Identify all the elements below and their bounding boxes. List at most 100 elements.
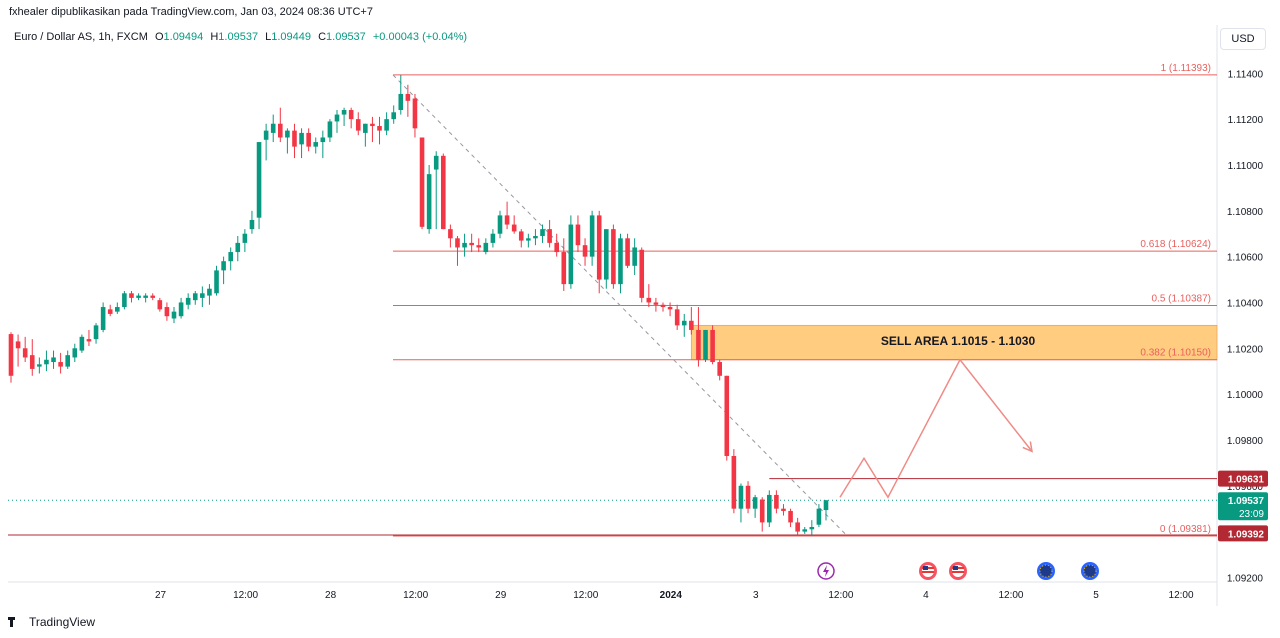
candle-body xyxy=(632,247,637,266)
candle-body xyxy=(660,304,666,308)
low-label: L xyxy=(265,31,272,43)
candle-body xyxy=(816,508,822,525)
candle-body xyxy=(823,500,829,511)
candle-body xyxy=(724,375,730,456)
y-tick-label: 1.11000 xyxy=(1228,161,1264,172)
us-flag-canton xyxy=(953,566,958,570)
candle-body xyxy=(278,123,283,138)
candle-body xyxy=(518,231,524,241)
candle-body xyxy=(370,123,375,127)
candle-body xyxy=(150,295,156,298)
candle-body xyxy=(122,293,127,308)
brand-name: TradingView xyxy=(29,615,96,629)
candle-body xyxy=(115,307,120,312)
candle-body xyxy=(767,494,772,523)
candle-body xyxy=(8,334,14,376)
tradingview-mark-icon xyxy=(8,617,24,627)
candle-body xyxy=(355,119,361,131)
candle-body xyxy=(157,300,163,310)
x-tick-label: 28 xyxy=(325,590,337,601)
candle-body xyxy=(327,121,333,138)
candle-body xyxy=(58,362,63,367)
support-price-tag-text: 1.09631 xyxy=(1228,475,1265,486)
candle-body xyxy=(306,132,311,147)
candle-body xyxy=(497,215,503,234)
candle-body xyxy=(689,320,694,330)
candle-body xyxy=(313,142,319,147)
candle-body xyxy=(710,329,715,363)
candle-body xyxy=(455,238,460,248)
currency-button[interactable]: USD xyxy=(1220,28,1266,50)
flash-bolt xyxy=(823,565,829,577)
candle-body xyxy=(745,485,751,509)
candle-body xyxy=(129,293,134,298)
candle-body xyxy=(285,130,290,138)
us-flag-event-icon[interactable] xyxy=(949,562,967,580)
candle-body xyxy=(263,130,269,140)
x-tick-label: 12:00 xyxy=(828,590,853,601)
candle-body xyxy=(774,494,779,509)
fib-level-label: 0 (1.09381) xyxy=(1160,524,1211,535)
candle-body xyxy=(504,215,510,225)
candle-body xyxy=(93,325,99,340)
eu-flag-event-icon[interactable] xyxy=(1037,562,1055,580)
symbol-name[interactable]: Euro / Dollar AS, 1h, FXCM xyxy=(14,31,148,43)
candle-body xyxy=(348,109,354,120)
candle-body xyxy=(554,242,559,253)
candle-body xyxy=(596,215,602,280)
candle-body xyxy=(681,320,687,326)
last-price-tag: 1.09537 23:09 xyxy=(1218,492,1268,521)
candle-body xyxy=(29,355,35,369)
candle-body xyxy=(200,293,205,298)
fib-level-label: 0.382 (1.10150) xyxy=(1140,348,1211,359)
x-tick-label: 12:00 xyxy=(998,590,1023,601)
fib-level-label: 0.5 (1.10387) xyxy=(1152,293,1212,304)
y-tick-label: 1.09800 xyxy=(1227,436,1264,447)
candle-body xyxy=(107,309,113,314)
candle-body xyxy=(185,297,191,305)
candle-body xyxy=(653,302,659,305)
candle-body xyxy=(256,142,262,218)
candle-body xyxy=(604,229,609,280)
candle-body xyxy=(86,339,92,342)
us-flag-event-icon[interactable] xyxy=(919,562,937,580)
candle-body xyxy=(433,155,439,170)
tradingview-logo[interactable]: TradingView xyxy=(8,615,95,629)
candle-body xyxy=(214,270,219,294)
x-tick-label: 2024 xyxy=(660,590,683,601)
x-tick-label: 29 xyxy=(495,590,507,601)
x-tick-label: 5 xyxy=(1093,590,1099,601)
eu-flag-inner xyxy=(1039,564,1053,578)
candle-body xyxy=(207,288,212,296)
candle-body xyxy=(639,249,645,298)
last-price-tag-text: 1.09537 xyxy=(1228,496,1265,507)
eu-flag-event-icon[interactable] xyxy=(1081,562,1099,580)
candle-body xyxy=(717,362,722,376)
candle-body xyxy=(589,215,595,257)
open-label: O xyxy=(154,31,164,43)
candle-body xyxy=(759,499,765,523)
low-value: 1.09449 xyxy=(271,31,312,43)
symbol-ohlc-bar: Euro / Dollar AS, 1h, FXCM O1.09494 H1.0… xyxy=(14,31,467,43)
candle-body xyxy=(483,242,489,253)
candle-body xyxy=(611,229,616,285)
candle-body xyxy=(696,329,701,360)
candle-body xyxy=(242,233,248,243)
candle-body xyxy=(582,245,588,257)
candle-body xyxy=(79,336,85,351)
projection-arrowhead xyxy=(1022,441,1033,453)
zero-price-tag: 1.09392 xyxy=(1218,525,1268,542)
high-value: 1.09537 xyxy=(218,31,259,43)
x-tick-label: 3 xyxy=(753,590,759,601)
candle-body xyxy=(270,123,276,133)
candle-body xyxy=(646,297,652,303)
us-flag-canton xyxy=(923,566,928,570)
candle-body xyxy=(384,119,389,131)
candle-body xyxy=(625,238,630,266)
candle-body xyxy=(533,236,538,239)
candle-body xyxy=(469,242,474,246)
candle-body xyxy=(703,329,708,360)
candle-body xyxy=(292,130,297,147)
flash-event-icon[interactable] xyxy=(817,562,835,580)
